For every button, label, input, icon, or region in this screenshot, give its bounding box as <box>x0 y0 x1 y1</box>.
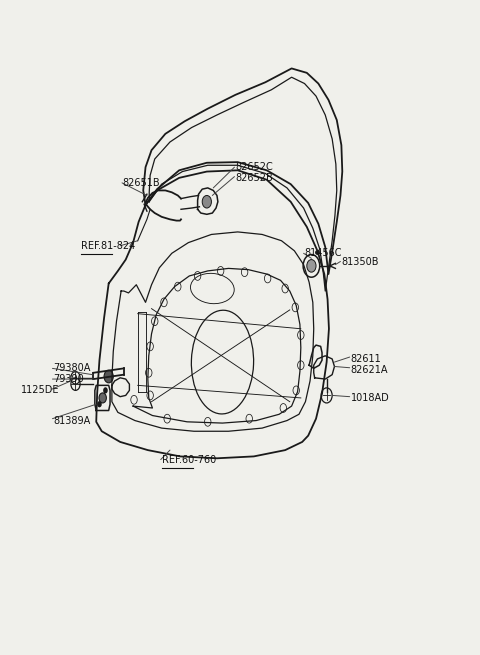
Text: 81456C: 81456C <box>304 248 342 258</box>
Circle shape <box>103 387 108 394</box>
Circle shape <box>99 393 107 403</box>
Circle shape <box>202 195 211 208</box>
Text: 82652B: 82652B <box>235 173 273 183</box>
Circle shape <box>307 259 316 272</box>
Circle shape <box>104 370 113 383</box>
Text: REF.81-824: REF.81-824 <box>81 241 135 251</box>
Circle shape <box>97 401 102 407</box>
Text: 81350B: 81350B <box>341 257 379 267</box>
Text: 1018AD: 1018AD <box>350 393 389 403</box>
Text: 81389A: 81389A <box>53 415 91 426</box>
Text: 79390: 79390 <box>53 374 84 384</box>
Text: 82621A: 82621A <box>350 365 388 375</box>
Text: 1125DE: 1125DE <box>21 385 60 396</box>
Text: 82611: 82611 <box>350 354 381 364</box>
Text: 82652C: 82652C <box>235 162 273 172</box>
Text: 82651B: 82651B <box>122 178 160 188</box>
Text: REF.60-760: REF.60-760 <box>162 455 216 464</box>
Text: 79380A: 79380A <box>53 364 91 373</box>
